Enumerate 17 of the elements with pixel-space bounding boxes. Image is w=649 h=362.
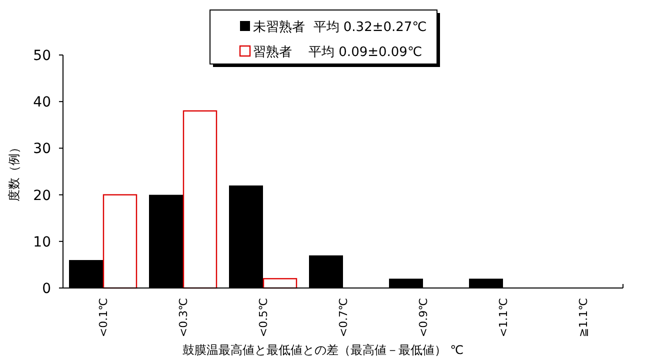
x-tick-label: <1.1℃	[497, 298, 510, 338]
y-tick-label: 0	[42, 281, 51, 297]
x-tick-label: <0.9℃	[417, 298, 430, 338]
y-tick-label: 40	[33, 94, 51, 111]
y-tick-label: 50	[33, 48, 51, 64]
y-tick-label: 20	[33, 188, 51, 204]
x-tick-label: <0.5℃	[257, 298, 270, 338]
y-axis-title: 度数（例）	[7, 142, 21, 202]
y-tick-label: 10	[33, 234, 51, 250]
x-tick-label: <0.3℃	[177, 298, 190, 338]
x-tick-label: <0.1℃	[97, 298, 110, 338]
y-tick-label: 30	[33, 141, 51, 158]
x-tick-label: <0.7℃	[337, 298, 350, 338]
x-axis-title: 鼓膜温最高値と最低値との差（最高値－最低値） ℃	[182, 343, 464, 357]
legend-label: 習熟者 平均 0.09±0.09℃	[253, 45, 422, 60]
legend-label: 未習熟者 平均 0.32±0.27℃	[253, 20, 427, 35]
x-tick-label: ≧1.1℃	[577, 298, 590, 338]
